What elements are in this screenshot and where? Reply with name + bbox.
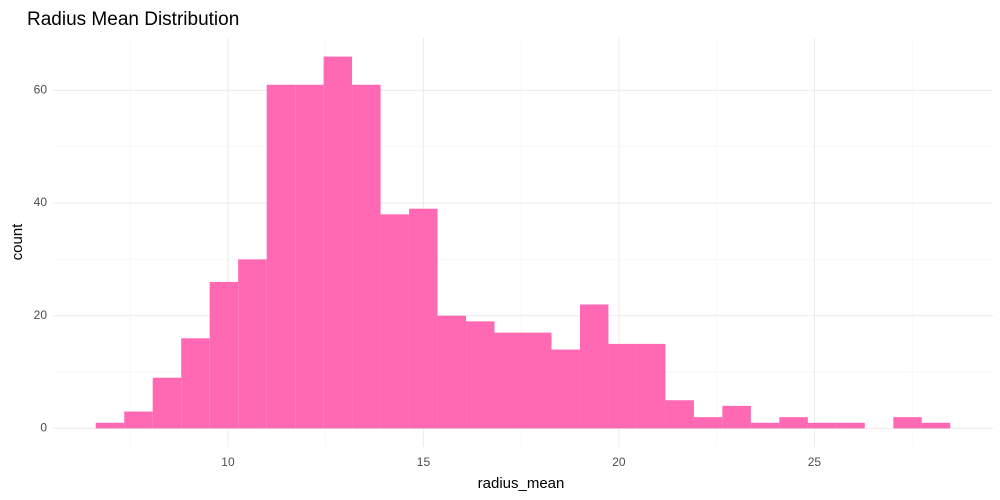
- bar: [409, 208, 438, 429]
- x-axis-title: radius_mean: [478, 475, 565, 492]
- y-tick-label: 40: [34, 195, 48, 209]
- y-tick-label: 60: [34, 83, 48, 97]
- bar: [95, 422, 125, 429]
- bar: [551, 349, 580, 429]
- bar: [466, 321, 495, 429]
- bar: [152, 377, 182, 429]
- x-tick-label: 10: [221, 455, 235, 469]
- bar: [893, 417, 922, 429]
- bar: [181, 338, 210, 429]
- x-tick-label: 20: [612, 455, 626, 469]
- bar: [352, 84, 381, 429]
- bar: [665, 400, 694, 429]
- bar: [807, 422, 837, 429]
- bar: [437, 315, 467, 429]
- bar: [266, 84, 296, 429]
- y-tick-label: 0: [40, 421, 47, 435]
- bar: [523, 332, 552, 429]
- bar: [295, 84, 324, 429]
- bar: [636, 343, 666, 429]
- bar: [750, 422, 780, 429]
- y-tick-label: 20: [34, 308, 48, 322]
- x-tick-label: 25: [808, 455, 822, 469]
- chart-title: Radius Mean Distribution: [27, 9, 239, 30]
- bar: [494, 332, 523, 429]
- bar: [921, 422, 951, 429]
- bar: [380, 214, 410, 429]
- bar: [608, 343, 637, 429]
- bar: [124, 411, 153, 429]
- bar: [209, 281, 239, 429]
- x-tick-label: 15: [417, 455, 431, 469]
- bar: [238, 259, 267, 429]
- bar: [779, 417, 808, 429]
- bar: [693, 417, 723, 429]
- y-axis-title: count: [9, 223, 26, 261]
- bar: [323, 56, 353, 429]
- bar: [836, 422, 865, 429]
- bar: [579, 304, 609, 429]
- bar: [722, 405, 751, 429]
